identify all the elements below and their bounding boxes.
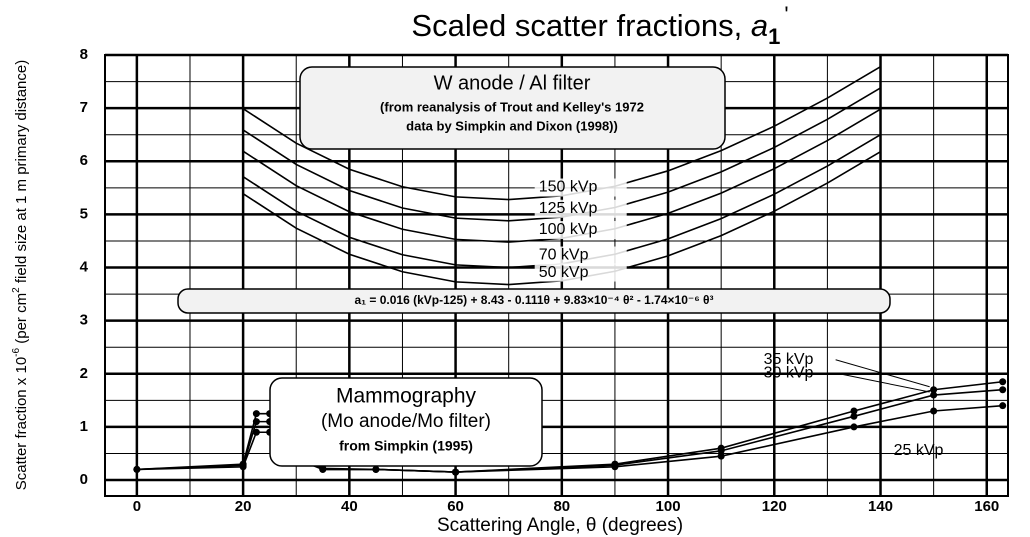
marker	[930, 386, 938, 394]
y-label-part: field size at 1 m primary distance)	[13, 60, 30, 288]
marker	[850, 407, 858, 415]
y-axis-label: Scatter fraction x 10-6 (per cm2 field s…	[11, 60, 30, 490]
x-axis-label: Scattering Angle, θ (degrees)	[437, 515, 683, 536]
mammo-box	[269, 377, 543, 467]
w-box	[299, 66, 726, 150]
series-line	[136, 404, 1003, 473]
y-label-sup: 2	[11, 287, 22, 293]
y-tick-label: 2	[80, 365, 88, 382]
label-bg	[534, 178, 627, 197]
x-tick-label: 160	[974, 498, 999, 515]
label-bg	[534, 263, 627, 282]
marker	[930, 391, 938, 399]
label-arrow	[835, 359, 930, 388]
marker	[252, 410, 260, 418]
x-tick-label: 60	[447, 498, 464, 515]
y-tick-label: 5	[80, 205, 88, 222]
marker	[930, 407, 938, 415]
mammo-box-title: Mammography	[336, 385, 477, 408]
y-tick-label: 0	[80, 471, 88, 488]
series-label: 35 kVp	[764, 351, 814, 368]
y-tick-label: 3	[80, 312, 88, 329]
x-tick-label: 140	[868, 498, 893, 515]
w-box-note: (from reanalysis of Trout and Kelley's 1…	[380, 99, 644, 114]
series-label: 30 kVp	[764, 364, 814, 381]
x-tick-label: 120	[762, 498, 787, 515]
marker	[999, 402, 1007, 410]
marker	[452, 468, 460, 476]
marker	[999, 386, 1007, 394]
series-label: 100 kVp	[539, 221, 598, 238]
x-tick-label: 0	[133, 498, 141, 515]
marker	[850, 412, 858, 420]
w-box-note: data by Simpkin and Dixon (1998))	[406, 118, 618, 133]
boxes: W anode / Al filter (from reanalysis of …	[177, 66, 891, 467]
marker	[133, 465, 141, 473]
y-label-sup: -6	[11, 347, 22, 356]
title-prime: '	[784, 2, 788, 27]
title-subscript: 1	[768, 24, 780, 49]
y-tick-label: 1	[80, 418, 88, 435]
series-label: 50 kVp	[539, 264, 589, 281]
title-text: Scaled scatter fractions,	[411, 8, 742, 43]
marker	[611, 463, 619, 471]
formula: a₁ = 0.016 (kVp-125) + 8.43 - 0.111θ + 9…	[354, 293, 713, 307]
y-tick-label: 6	[80, 152, 88, 169]
y-tick-label: 4	[80, 258, 89, 275]
chart-title: Scaled scatter fractions, a1'	[411, 2, 788, 49]
plot-frame	[104, 54, 1009, 497]
marker	[717, 447, 725, 455]
x-tick-label: 20	[235, 498, 252, 515]
y-tick-label: 8	[80, 46, 88, 63]
marker	[319, 465, 327, 473]
x-tick-label: 100	[656, 498, 681, 515]
marker	[850, 423, 858, 431]
marker	[999, 378, 1007, 386]
marker	[252, 428, 260, 436]
formula-box	[177, 288, 891, 314]
marker	[252, 418, 260, 426]
label-bg	[534, 246, 627, 265]
x-tick-label: 40	[341, 498, 358, 515]
marker	[717, 452, 725, 460]
w-box-title: W anode / Al filter	[434, 72, 591, 94]
label-arrow	[835, 372, 930, 393]
mammo-box-note: from Simpkin (1995)	[339, 438, 473, 454]
label-bg	[534, 199, 627, 218]
y-tick-label: 7	[80, 99, 88, 116]
title-symbol: a	[751, 8, 768, 43]
label-bg	[534, 221, 627, 240]
y-label-part: (per cm	[13, 293, 30, 348]
marker	[372, 465, 380, 473]
mammo-box-note: (Mo anode/Mo filter)	[321, 411, 491, 432]
x-tick-label: 80	[553, 498, 570, 515]
marker	[239, 463, 247, 471]
series-label: 150 kVp	[539, 179, 598, 196]
series-label: 70 kVp	[539, 247, 589, 264]
series-label: 125 kVp	[539, 200, 598, 217]
series-label: 25 kVp	[894, 442, 944, 459]
y-label-part: Scatter fraction x 10	[13, 357, 30, 490]
